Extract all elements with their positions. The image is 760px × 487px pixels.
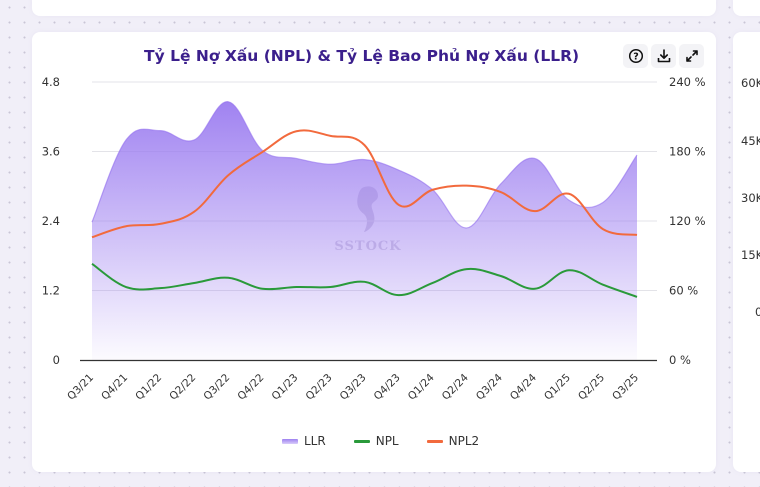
help-icon: ? (628, 48, 643, 64)
x-tick-label: Q3/21 (65, 372, 96, 403)
x-tick-label: Q3/24 (474, 371, 505, 402)
x-tick-label: Q2/25 (576, 372, 607, 403)
download-icon (657, 49, 670, 63)
side-axis-tick: 0 (755, 305, 760, 319)
y-right-tick-label: 240 % (669, 75, 706, 89)
x-tick-label: Q4/21 (99, 372, 130, 403)
top-right-card (733, 0, 760, 16)
x-tick-label: Q3/23 (338, 372, 369, 403)
side-axis-tick: 15K (741, 248, 760, 262)
legend-swatch-npl (353, 439, 370, 443)
x-tick-label: Q2/22 (167, 372, 198, 403)
npl2-line (91, 129, 638, 239)
x-tick-label: Q1/23 (269, 372, 300, 403)
legend-label-npl: NPL (375, 434, 399, 448)
x-tick-label: Q4/22 (235, 372, 266, 403)
chart-title: Tỷ Lệ Nợ Xấu (NPL) & Tỷ Lệ Bao Phủ Nợ Xấ… (144, 47, 580, 65)
y-left-tick-label: 1.2 (42, 284, 60, 298)
x-tick-label: Q3/25 (610, 372, 641, 403)
side-axis-tick: 60K (741, 76, 760, 90)
npl-line (91, 263, 638, 298)
x-tick-label: Q2/23 (304, 372, 335, 403)
y-right-tick-label: 0 % (669, 353, 691, 367)
help-button[interactable]: ? (623, 44, 648, 68)
chart-legend: LLR NPL NPL2 (282, 434, 479, 448)
llr-area (92, 101, 637, 360)
x-tick-label: Q1/22 (133, 372, 164, 403)
x-tick-label: Q1/25 (542, 372, 573, 403)
llr-area-edge (91, 101, 638, 229)
legend-label-llr: LLR (304, 434, 326, 448)
legend-item-npl2[interactable]: NPL2 (426, 434, 480, 448)
x-tick-label: Q1/24 (406, 371, 437, 402)
legend-label-npl2: NPL2 (448, 434, 480, 448)
y-left-tick-label: 2.4 (42, 214, 60, 228)
y-left-tick-label: 3.6 (42, 145, 60, 159)
download-button[interactable] (651, 44, 676, 68)
legend-swatch-llr (282, 438, 298, 444)
expand-button[interactable] (679, 44, 704, 68)
right-card (733, 32, 760, 472)
side-axis-tick: 45K (741, 134, 760, 148)
y-right-tick-label: 60 % (669, 284, 698, 298)
legend-swatch-npl2 (426, 439, 443, 443)
legend-item-llr[interactable]: LLR (282, 434, 326, 448)
x-tick-label: Q2/24 (440, 371, 471, 402)
x-tick-label: Q3/22 (201, 372, 232, 403)
top-left-card (32, 0, 716, 16)
y-left-tick-label: 0 (53, 353, 60, 367)
x-tick-label: Q4/23 (372, 372, 403, 403)
x-tick-label: Q4/24 (508, 371, 539, 402)
y-right-tick-label: 180 % (669, 145, 706, 159)
y-left-tick-label: 4.8 (42, 75, 60, 89)
expand-icon (685, 50, 698, 62)
side-axis-tick: 30K (741, 191, 760, 205)
legend-item-npl[interactable]: NPL (353, 434, 399, 448)
svg-text:?: ? (633, 51, 639, 62)
y-right-tick-label: 120 % (669, 214, 706, 228)
